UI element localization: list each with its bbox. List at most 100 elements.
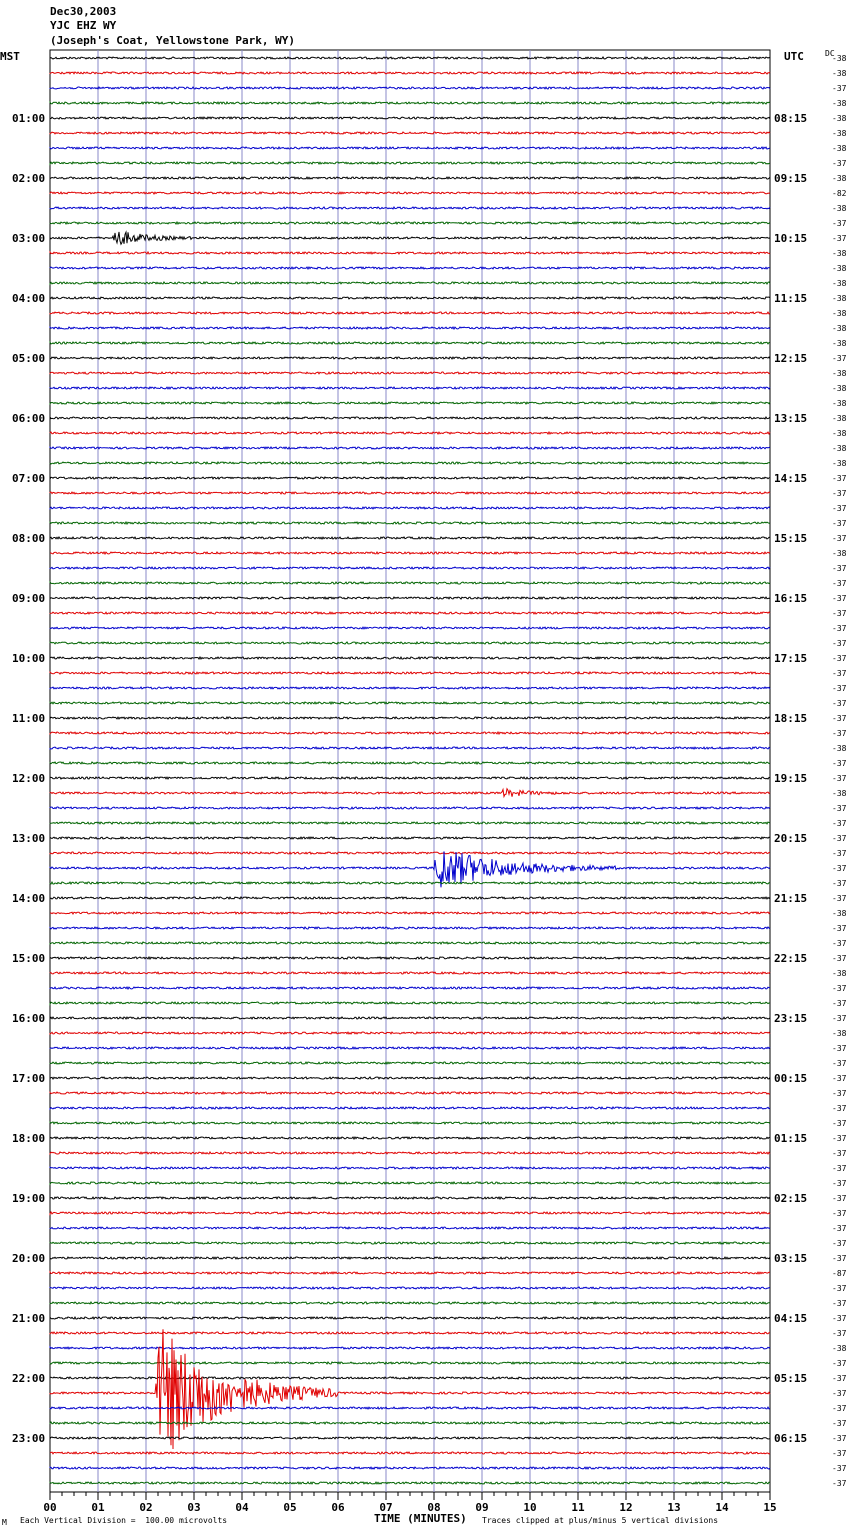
dc-offset-label: -37 — [832, 594, 847, 603]
dc-offset-label: -37 — [832, 354, 847, 363]
left-hour-label: 10:00 — [12, 652, 45, 665]
trace-row — [49, 655, 771, 661]
dc-offset-label: -38 — [832, 909, 847, 918]
trace-row — [49, 1420, 771, 1426]
trace-row — [49, 1151, 771, 1155]
left-timezone-label: MST — [0, 50, 20, 63]
trace-row — [49, 386, 771, 391]
trace-row — [49, 446, 771, 451]
dc-offset-label: -37 — [832, 1314, 847, 1323]
left-hour-label: 23:00 — [12, 1432, 45, 1445]
trace-row — [49, 460, 771, 465]
trace-row — [50, 910, 771, 916]
left-hour-label: 21:00 — [12, 1312, 45, 1325]
dc-offset-label: -37 — [832, 1164, 847, 1173]
trace-row — [49, 265, 771, 271]
dc-offset-label: -37 — [832, 1404, 847, 1413]
trace-row — [49, 281, 771, 286]
trace-row — [49, 1406, 771, 1411]
dc-offset-label: -37 — [832, 609, 847, 618]
left-hour-label: 14:00 — [12, 892, 45, 905]
left-hour-label: 13:00 — [12, 832, 45, 845]
x-tick-label: 14 — [715, 1501, 729, 1514]
trace-row — [49, 1345, 771, 1351]
left-hour-label: 04:00 — [12, 292, 45, 305]
x-tick-label: 12 — [619, 1501, 632, 1514]
dc-offset-label: -38 — [832, 144, 847, 153]
left-hour-label: 09:00 — [12, 592, 45, 605]
trace-row — [49, 1329, 771, 1450]
trace-row — [49, 71, 771, 75]
trace-row — [49, 1195, 771, 1201]
trace-row — [49, 806, 771, 810]
trace-row — [49, 787, 771, 799]
trace-row — [49, 971, 771, 976]
trace-row — [49, 1031, 771, 1036]
left-hour-label: 18:00 — [12, 1132, 45, 1145]
dc-offset-label: -37 — [832, 519, 847, 528]
dc-offset-label: -37 — [832, 699, 847, 708]
left-hour-label: 12:00 — [12, 772, 45, 785]
dc-offset-label: -38 — [832, 174, 847, 183]
x-tick-label: 15 — [763, 1501, 776, 1514]
trace-row — [49, 1181, 771, 1186]
dc-offset-label: -38 — [832, 744, 847, 753]
right-hour-label: 17:15 — [774, 652, 807, 665]
trace-row — [49, 325, 771, 331]
trace-row — [49, 1135, 771, 1141]
left-hour-label: 01:00 — [12, 112, 45, 125]
trace-row — [49, 1061, 771, 1065]
dc-offset-label: -38 — [832, 789, 847, 798]
dc-offset-label: -37 — [832, 939, 847, 948]
trace-row — [49, 985, 770, 991]
trace-row — [49, 1241, 770, 1245]
x-tick-label: 05 — [283, 1501, 296, 1514]
dc-offset-header: DC — [825, 49, 835, 58]
dc-offset-label: -37 — [832, 834, 847, 843]
x-tick-label: 00 — [43, 1501, 56, 1514]
dc-offset-label: -37 — [832, 894, 847, 903]
dc-offset-label: -37 — [832, 714, 847, 723]
dc-offset-label: -38 — [832, 369, 847, 378]
trace-row — [49, 1046, 771, 1050]
trace-row — [49, 566, 771, 570]
clip-note: Traces clipped at plus/minus 5 vertical … — [482, 1516, 719, 1525]
dc-offset-label: -37 — [832, 849, 847, 858]
left-hour-label: 15:00 — [12, 952, 45, 965]
trace-row — [49, 1120, 771, 1126]
left-hour-label: 03:00 — [12, 232, 45, 245]
trace-row — [49, 1016, 771, 1021]
right-hour-label: 16:15 — [774, 592, 807, 605]
trace-row — [49, 776, 771, 781]
trace-row — [49, 760, 771, 766]
dc-offset-label: -37 — [832, 1374, 847, 1383]
trace-row — [49, 250, 771, 256]
trace-row — [49, 160, 771, 166]
dc-offset-label: -37 — [832, 219, 847, 228]
dc-offset-label: -37 — [832, 1149, 847, 1158]
dc-offset-label: -37 — [832, 1434, 847, 1443]
trace-row — [49, 506, 771, 510]
dc-offset-label: -37 — [832, 1059, 847, 1068]
x-axis-title: TIME (MINUTES) — [374, 1512, 467, 1525]
x-tick-label: 10 — [523, 1501, 536, 1514]
dc-offset-label: -37 — [832, 474, 847, 483]
dc-offset-label: -37 — [832, 1389, 847, 1398]
dc-offset-label: -37 — [832, 1479, 847, 1488]
right-hour-label: 19:15 — [774, 772, 807, 785]
dc-offset-label: -37 — [832, 984, 847, 993]
dc-offset-label: -37 — [832, 1074, 847, 1083]
dc-offset-label: -37 — [832, 864, 847, 873]
trace-row — [49, 1330, 771, 1335]
trace-row — [49, 475, 771, 481]
trace-row — [49, 851, 771, 888]
dc-offset-label: -37 — [832, 669, 847, 678]
trace-row — [49, 1270, 770, 1275]
right-hour-label: 03:15 — [774, 1252, 807, 1265]
trace-row — [49, 926, 771, 930]
dc-offset-label: -37 — [832, 804, 847, 813]
dc-offset-label: -37 — [832, 654, 847, 663]
x-tick-label: 07 — [379, 1501, 392, 1514]
dc-offset-label: -38 — [832, 1029, 847, 1038]
trace-row — [49, 520, 771, 526]
